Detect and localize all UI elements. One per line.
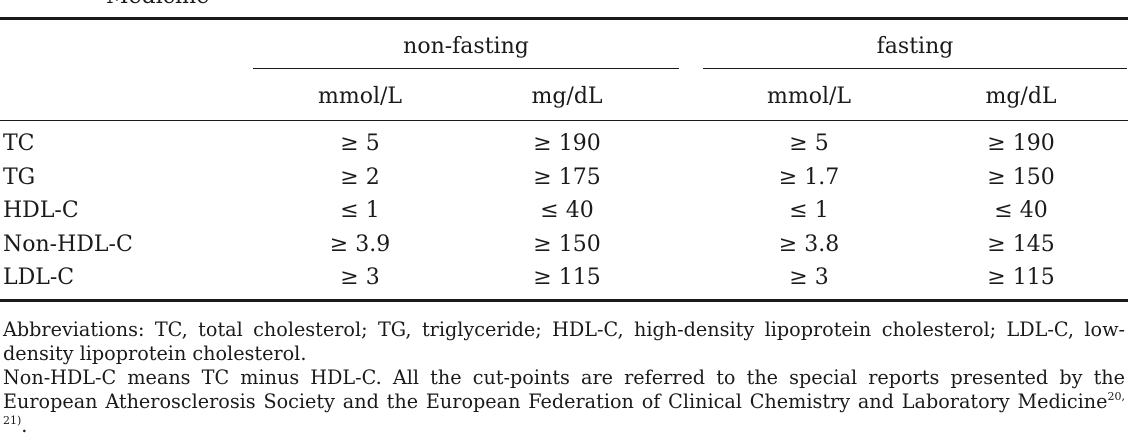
row-label: LDL-C bbox=[3, 265, 75, 290]
table-cell: ≤ 1 bbox=[789, 198, 829, 223]
unit-header: mmol/L bbox=[766, 84, 852, 109]
group-header-fasting: fasting bbox=[876, 34, 954, 59]
definition-text: Non-HDL-C means TC minus HDL-C. All the … bbox=[3, 366, 1125, 413]
table-cell: ≥ 190 bbox=[987, 131, 1055, 156]
table-cell: ≤ 40 bbox=[994, 198, 1048, 223]
table-top-rule bbox=[0, 17, 1128, 20]
group-header-non-fasting: non-fasting bbox=[403, 34, 529, 59]
unit-header: mg/dL bbox=[985, 84, 1057, 109]
table-cell: ≥ 145 bbox=[987, 232, 1055, 257]
table-cell: ≥ 3.8 bbox=[778, 232, 840, 257]
table-cell: ≤ 40 bbox=[540, 198, 594, 223]
table-cell: ≥ 3 bbox=[340, 265, 380, 290]
table-cell: ≥ 3 bbox=[789, 265, 829, 290]
table-cell: ≥ 150 bbox=[533, 232, 601, 257]
group-rule-non-fasting bbox=[253, 68, 679, 69]
row-label: Non-HDL-C bbox=[3, 232, 133, 257]
table-cell: ≥ 115 bbox=[533, 265, 601, 290]
table-header-rule bbox=[0, 120, 1128, 121]
reference-superscript: 20, 21) bbox=[3, 390, 1125, 427]
table-title-fragment: Medicine bbox=[106, 0, 209, 8]
abbreviations-note: Abbreviations: TC, total cholesterol; TG… bbox=[3, 318, 1125, 365]
definition-note: Non-HDL-C means TC minus HDL-C. All the … bbox=[3, 366, 1125, 438]
table-cell: ≥ 150 bbox=[987, 165, 1055, 190]
row-label: HDL-C bbox=[3, 198, 79, 223]
table-footnotes: Abbreviations: TC, total cholesterol; TG… bbox=[3, 318, 1125, 438]
unit-header: mmol/L bbox=[317, 84, 403, 109]
table-cell: ≥ 115 bbox=[987, 265, 1055, 290]
unit-header: mg/dL bbox=[531, 84, 603, 109]
table-cell: ≥ 175 bbox=[533, 165, 601, 190]
group-rule-fasting bbox=[703, 68, 1127, 69]
row-label: TG bbox=[3, 165, 36, 190]
table-cell: ≥ 190 bbox=[533, 131, 601, 156]
row-label: TC bbox=[3, 131, 35, 156]
table-bottom-rule bbox=[0, 299, 1128, 302]
definition-end: . bbox=[21, 414, 28, 437]
table-cell: ≤ 1 bbox=[340, 198, 380, 223]
table-cell: ≥ 5 bbox=[789, 131, 829, 156]
table-cell: ≥ 1.7 bbox=[778, 165, 840, 190]
table-cell: ≥ 5 bbox=[340, 131, 380, 156]
table-cell: ≥ 3.9 bbox=[329, 232, 391, 257]
table-cell: ≥ 2 bbox=[340, 165, 380, 190]
